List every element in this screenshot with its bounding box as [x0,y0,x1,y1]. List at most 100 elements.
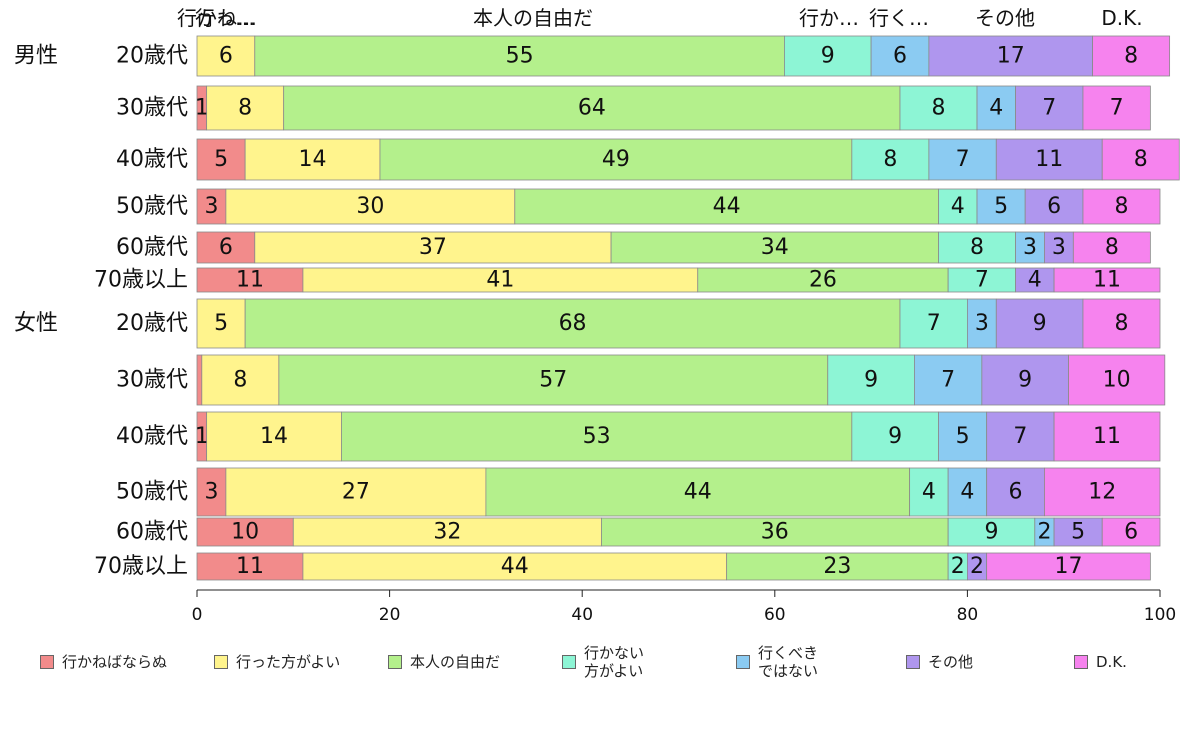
legend-label: 本人の自由だ [410,653,501,671]
data-label: 12 [1088,480,1116,505]
bar-segment [283,85,901,131]
bar-segment [278,354,829,406]
data-label: 8 [1105,235,1119,260]
data-label: 2 [970,554,984,579]
data-label: 41 [486,268,514,293]
legend-swatch [1074,655,1088,669]
legend-label: 行かねばならぬ [62,653,168,671]
legend-label: 行かない 方がよい [584,644,645,680]
bar-segment [967,298,997,349]
bar-segment [1024,188,1084,225]
data-label: 8 [1134,147,1148,172]
data-label: 14 [260,424,288,449]
legend-item: 行くべき ではない [736,644,818,680]
x-tick-label: 20 [379,605,401,625]
category-label: 60歳代 [116,235,188,260]
legend-item: その他 [906,653,973,671]
data-label: 11 [1093,268,1121,293]
legend-swatch [40,655,54,669]
legend-item: D.K. [1074,653,1127,671]
bar-segment [1101,138,1180,181]
data-label: 4 [960,480,974,505]
data-label: 8 [883,147,897,172]
data-label: 64 [578,96,606,121]
bar-segment [514,188,939,225]
data-label: 2 [951,554,965,579]
data-label: 11 [1093,424,1121,449]
category-label: 30歳代 [116,96,188,121]
top-label: D.K. [1101,6,1142,30]
data-label: 34 [761,235,789,260]
data-label: 6 [1047,194,1061,219]
legend-item: 行かない 方がよい [562,644,644,680]
bar-segment [601,517,949,547]
legend-label: 行くべき ではない [758,644,819,680]
data-label: 9 [1033,311,1047,336]
legend-swatch [388,655,402,669]
data-label: 3 [204,480,218,505]
bar-segment [1053,411,1161,462]
bar-segment [784,35,872,77]
data-label: 6 [219,44,233,69]
x-tick-label: 0 [192,605,203,625]
data-label: 14 [299,147,327,172]
bar-segment [302,552,728,581]
data-label: 27 [342,480,370,505]
bar-segment [1044,467,1161,517]
bar-segment [302,267,699,293]
bar-segment [225,188,516,225]
category-label: 30歳代 [116,368,188,393]
legend-item: 行かねばならぬ [40,653,167,671]
bar-segment [341,411,853,462]
data-label: 30 [356,194,384,219]
data-label: 7 [941,368,955,393]
data-label: 4 [922,480,936,505]
bar-segment [899,85,978,131]
data-label: 6 [219,235,233,260]
bar-segment [938,231,1016,264]
bar-segment [851,411,939,462]
top-label: 行かね… [177,6,257,30]
data-label: 7 [927,311,941,336]
data-label: 44 [713,194,741,219]
bar-segment [196,467,227,517]
bar-segment [292,517,602,547]
data-label: 11 [236,554,264,579]
bar-segment [225,467,487,517]
bar-segment [1082,188,1161,225]
data-label: 68 [559,311,587,336]
bar-segment [947,517,1036,547]
legend-swatch [214,655,228,669]
bar-segment [976,85,1016,131]
data-label: 53 [583,424,611,449]
bar-segment [909,467,949,517]
x-tick-label: 80 [957,605,979,625]
bar-segment [947,267,1016,293]
category-label: 70歳以上 [94,268,188,293]
data-label: 49 [602,147,630,172]
data-label: 8 [1114,194,1128,219]
bar-segment [1015,231,1045,264]
top-label: その他 [975,6,1035,30]
bar-segment [995,298,1084,349]
data-label: 6 [893,44,907,69]
data-label: 1 [195,424,209,449]
category-label: 20歳代 [116,311,188,336]
data-label: 10 [1103,368,1131,393]
legend-label: 行った方がよい [236,653,341,671]
data-label: 11 [1035,147,1063,172]
bar-segment [928,138,997,181]
data-label: 5 [214,311,228,336]
bar-segment [986,411,1055,462]
top-label: 行っ… [195,6,255,30]
data-label: 10 [231,520,259,545]
bar-segment [244,298,901,349]
data-label: 9 [864,368,878,393]
bar-segment [1101,517,1161,547]
data-label: 11 [236,268,264,293]
bar-segment [485,467,911,517]
data-label: 3 [1052,235,1066,260]
data-label: 17 [997,44,1025,69]
group-label: 男性 [14,44,58,69]
